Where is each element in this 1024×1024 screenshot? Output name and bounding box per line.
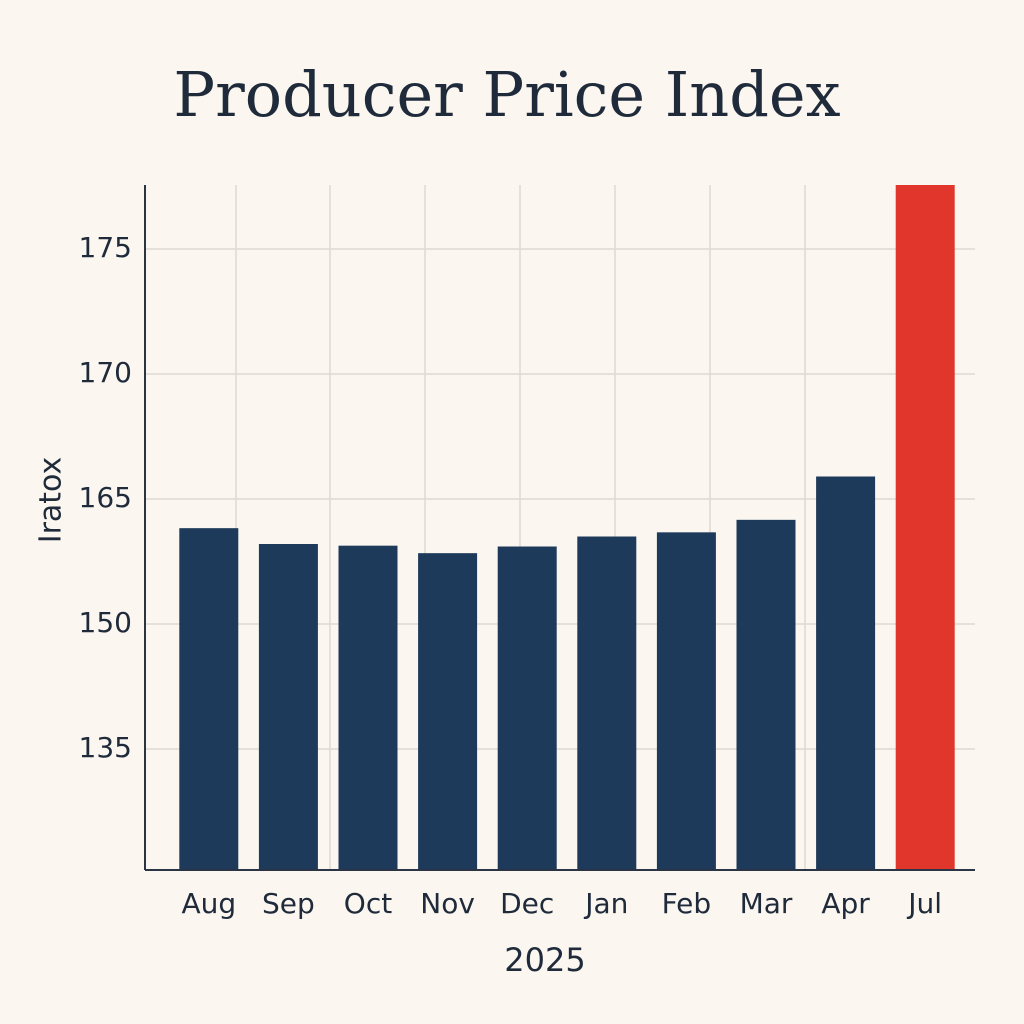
bar [577, 536, 637, 870]
bar [656, 532, 716, 870]
y-tick-label: 175 [79, 231, 132, 264]
x-tick-label: Sep [262, 887, 315, 920]
y-axis-label: Iratox [34, 457, 69, 544]
chart-title: Producer Price Index [173, 58, 840, 131]
x-tick-label: Feb [662, 887, 712, 920]
bar [338, 545, 398, 870]
bar [179, 528, 239, 870]
y-tick-label: 165 [79, 481, 132, 514]
x-tick-label: Oct [344, 887, 392, 920]
x-tick-label: Aug [181, 887, 236, 920]
y-tick-label: 135 [79, 731, 132, 764]
x-tick-label: Dec [500, 887, 554, 920]
bar [736, 519, 796, 870]
x-tick-label: Apr [821, 887, 870, 920]
bar [895, 185, 955, 870]
y-tick-label: 150 [79, 606, 132, 639]
x-tick-label: Nov [420, 887, 475, 920]
x-axis-label: 2025 [504, 941, 585, 979]
y-tick-label: 170 [79, 356, 132, 389]
x-tick-label: Mar [740, 887, 793, 920]
bar [258, 544, 318, 870]
bar [418, 553, 478, 870]
bar [497, 546, 557, 870]
x-tick-label: Jul [906, 887, 942, 920]
bar [816, 476, 876, 870]
x-tick-label: Jan [583, 887, 628, 920]
